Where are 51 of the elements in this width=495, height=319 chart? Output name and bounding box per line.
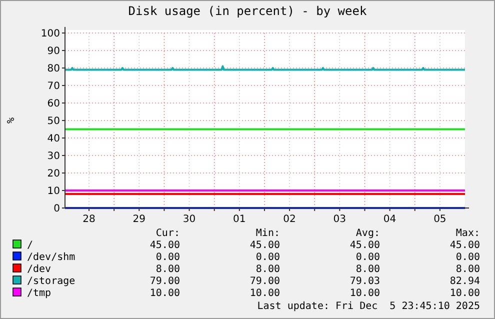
x-tick-label: 29 — [132, 214, 146, 225]
y-tick-label: 90 — [47, 46, 60, 57]
text: 0.00 — [456, 252, 480, 263]
x-tick-label: 03 — [333, 214, 346, 225]
x-tick-label: 04 — [383, 214, 396, 225]
text: 79.00 — [150, 276, 180, 287]
legend-label: /dev — [27, 264, 52, 275]
x-tick-label: 01 — [233, 214, 246, 225]
y-tick-label: 40 — [47, 134, 60, 144]
y-tick-label: 50 — [47, 116, 60, 127]
text: 45.00 — [350, 240, 380, 251]
y-tick-label: 30 — [47, 151, 60, 162]
y-tick-label: 0 — [54, 204, 60, 214]
x-tick-label: 05 — [434, 214, 446, 225]
text: Last update: Fri Dec 5 23:45:10 2025 — [257, 301, 480, 312]
chart-title: Disk usage (in percent) - by week — [128, 4, 368, 18]
text: Min: — [256, 228, 280, 239]
text: 45.00 — [450, 240, 480, 251]
text: 10.00 — [350, 288, 380, 299]
text: Avg: — [356, 228, 380, 239]
text: Max: — [456, 228, 480, 239]
y-tick-label: 70 — [47, 81, 60, 92]
text: 45.00 — [150, 240, 180, 251]
x-tick-label: 30 — [182, 214, 196, 225]
text: 8.00 — [256, 264, 280, 275]
y-tick-label: 100 — [40, 28, 60, 40]
text: 79.00 — [250, 276, 280, 287]
text: 8.00 — [156, 264, 180, 275]
text: 0.00 — [156, 252, 180, 263]
x-tick-label: 28 — [82, 214, 96, 225]
y-tick-label: 10 — [47, 186, 60, 197]
legend-label: /storage — [27, 276, 76, 287]
legend-label: / — [27, 240, 34, 251]
text: Cur: — [156, 228, 180, 239]
legend-label: /dev/shm — [27, 252, 76, 263]
text: 10.00 — [450, 288, 480, 299]
x-tick-label: 02 — [283, 214, 296, 225]
text: 10.00 — [250, 288, 280, 299]
text: 45.00 — [250, 240, 280, 251]
y-axis-title: % — [6, 117, 17, 124]
text: 8.00 — [456, 264, 480, 275]
text: 0.00 — [256, 252, 280, 263]
text: 82.94 — [450, 276, 480, 287]
y-tick-label: 80 — [47, 64, 60, 74]
text: 10.00 — [150, 288, 180, 299]
text: 8.00 — [356, 264, 380, 275]
text: 79.03 — [350, 276, 380, 287]
y-tick-label: 60 — [47, 98, 60, 110]
legend-label: /tmp — [27, 288, 52, 299]
y-tick-label: 20 — [47, 168, 60, 180]
text: 0.00 — [356, 252, 380, 263]
